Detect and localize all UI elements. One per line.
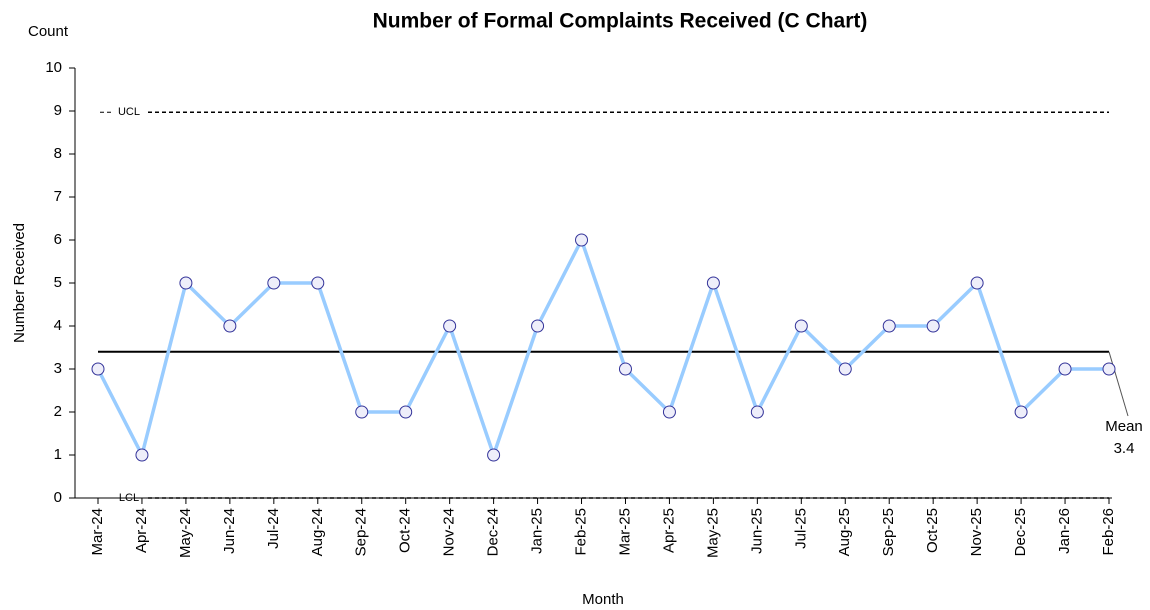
x-tick-label: May-24 xyxy=(177,508,194,558)
data-point xyxy=(1014,405,1028,419)
x-tick-label: Apr-24 xyxy=(133,508,150,553)
x-tick-label: Jan-25 xyxy=(529,508,546,554)
x-tick-label: Apr-25 xyxy=(660,508,677,553)
x-tick-label: Mar-24 xyxy=(89,508,106,556)
data-point xyxy=(662,405,676,419)
x-tick-label: Feb-26 xyxy=(1100,508,1117,556)
y-tick-label: 10 xyxy=(45,59,62,76)
x-tick-label: Dec-24 xyxy=(485,508,502,556)
y-tick-label: 7 xyxy=(54,188,62,205)
x-tick-label: Jul-24 xyxy=(265,508,282,549)
x-tick-label: Dec-25 xyxy=(1012,508,1029,556)
data-point xyxy=(399,405,413,419)
data-point xyxy=(838,362,852,376)
data-point xyxy=(311,276,325,290)
data-point xyxy=(970,276,984,290)
y-tick-label: 9 xyxy=(54,102,62,119)
x-tick-label: Sep-24 xyxy=(353,508,370,556)
mean-leader xyxy=(1108,351,1129,417)
y-tick-label: 0 xyxy=(54,489,62,506)
data-point xyxy=(135,448,149,462)
data-point xyxy=(267,276,281,290)
data-point xyxy=(926,319,940,333)
chart-title: Number of Formal Complaints Received (C … xyxy=(373,10,868,33)
data-line xyxy=(96,238,1109,457)
y-tick-label: 6 xyxy=(54,231,62,248)
x-tick-label: Mar-25 xyxy=(616,508,633,556)
data-point xyxy=(179,276,193,290)
y-tick-label: 4 xyxy=(54,317,62,334)
data-point xyxy=(91,362,105,376)
data-point xyxy=(750,405,764,419)
y-tick-label: 5 xyxy=(54,274,62,291)
x-tick-label: Jun-25 xyxy=(748,508,765,554)
x-tick-label: Jan-26 xyxy=(1056,508,1073,554)
y-tick-label: 8 xyxy=(54,145,62,162)
y-unit-label: Count xyxy=(28,23,69,40)
y-axis-label: Number Received xyxy=(11,223,28,343)
x-tick-label: Aug-24 xyxy=(309,508,326,556)
data-point xyxy=(882,319,896,333)
x-tick-label: Nov-24 xyxy=(441,508,458,556)
control-line-label: UCL xyxy=(118,106,140,118)
x-tick-label: Feb-25 xyxy=(572,508,589,556)
data-point xyxy=(1102,362,1116,376)
data-point xyxy=(443,319,457,333)
mean-label: Mean xyxy=(1105,418,1143,435)
x-tick-label: Jun-24 xyxy=(221,508,238,554)
x-axis-label: Month xyxy=(582,591,624,608)
y-tick-label: 2 xyxy=(54,403,62,420)
data-point xyxy=(794,319,808,333)
y-tick-label: 3 xyxy=(54,360,62,377)
data-point xyxy=(1058,362,1072,376)
x-tick-label: May-25 xyxy=(704,508,721,558)
x-tick-label: Nov-25 xyxy=(968,508,985,556)
x-tick-label: Sep-25 xyxy=(880,508,897,556)
y-tick-label: 1 xyxy=(54,446,62,463)
data-point xyxy=(223,319,237,333)
x-tick-label: Oct-25 xyxy=(924,508,941,553)
mean-value: 3.4 xyxy=(1114,440,1135,457)
data-point xyxy=(487,448,501,462)
data-point xyxy=(531,319,545,333)
data-point xyxy=(618,362,632,376)
control-line-label: LCL xyxy=(119,492,139,504)
data-point xyxy=(575,233,589,247)
x-tick-label: Oct-24 xyxy=(397,508,414,553)
data-point xyxy=(355,405,369,419)
x-tick-label: Jul-25 xyxy=(792,508,809,549)
x-tick-label: Aug-25 xyxy=(836,508,853,556)
data-point xyxy=(706,276,720,290)
